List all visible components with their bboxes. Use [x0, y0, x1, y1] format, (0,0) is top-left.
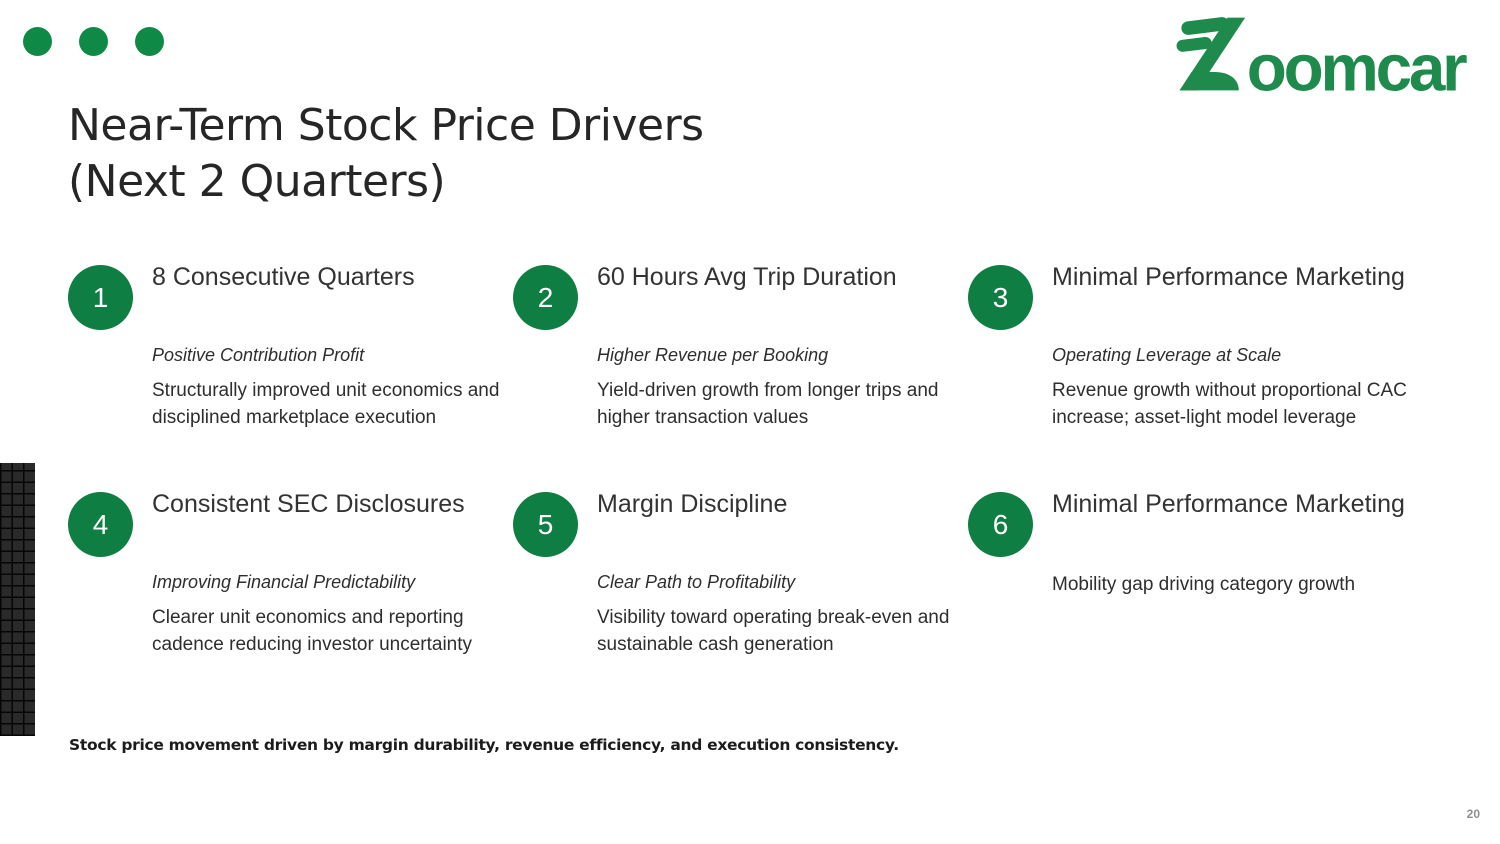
driver-details: Mobility gap driving category growth [1052, 571, 1463, 598]
driver-subtitle: Operating Leverage at Scale [1052, 345, 1282, 365]
driver-text: 60 Hours Avg Trip Duration Higher Revenu… [597, 262, 968, 431]
page-number: 20 [1466, 807, 1480, 821]
driver-number: 1 [92, 281, 109, 313]
driver-body: Structurally improved unit economics and… [152, 380, 500, 428]
logo-text: oomcar [1246, 31, 1466, 92]
driver-number-badge: 4 [68, 492, 133, 557]
driver-card: 5 Margin Discipline Clear Path to Profit… [513, 489, 968, 658]
driver-details: Improving Financial Predictability Clear… [152, 571, 513, 658]
green-dot-icon [135, 27, 164, 56]
driver-number-badge: 1 [68, 265, 133, 330]
page-title-line1: Near-Term Stock Price Drivers [68, 100, 704, 151]
driver-body: Revenue growth without proportional CAC … [1052, 380, 1407, 428]
driver-heading: Minimal Performance Marketing [1052, 490, 1405, 518]
driver-text: Margin Discipline Clear Path to Profitab… [597, 489, 968, 658]
driver-subtitle: Positive Contribution Profit [152, 345, 365, 365]
driver-subtitle: Improving Financial Predictability [152, 572, 416, 592]
driver-number-badge: 6 [968, 492, 1033, 557]
driver-details: Operating Leverage at Scale Revenue grow… [1052, 344, 1463, 431]
driver-number: 6 [992, 508, 1009, 540]
driver-number-badge: 5 [513, 492, 578, 557]
dark-grid-texture-strip [0, 463, 35, 736]
driver-number: 3 [992, 281, 1009, 313]
driver-number-badge: 3 [968, 265, 1033, 330]
driver-number: 5 [537, 508, 554, 540]
driver-heading: Consistent SEC Disclosures [152, 490, 465, 518]
driver-details: Clear Path to Profitability Visibility t… [597, 571, 968, 658]
driver-heading: Minimal Performance Marketing [1052, 263, 1405, 291]
page-title: Near-Term Stock Price Drivers (Next 2 Qu… [68, 98, 704, 210]
driver-card: 1 8 Consecutive Quarters Positive Contri… [68, 262, 513, 489]
driver-text: Minimal Performance Marketing Mobility g… [1052, 489, 1463, 598]
driver-text: Minimal Performance Marketing Operating … [1052, 262, 1463, 431]
driver-details: Positive Contribution Profit Structurall… [152, 344, 513, 431]
drivers-grid: 1 8 Consecutive Quarters Positive Contri… [68, 262, 1463, 658]
zoomcar-logo: oomcar [1170, 16, 1480, 92]
driver-body: Yield-driven growth from longer trips an… [597, 380, 939, 428]
driver-number-badge: 2 [513, 265, 578, 330]
driver-card: 3 Minimal Performance Marketing Operatin… [968, 262, 1463, 489]
green-dot-icon [23, 27, 52, 56]
driver-card: 4 Consistent SEC Disclosures Improving F… [68, 489, 513, 658]
green-dot-icon [79, 27, 108, 56]
driver-body: Mobility gap driving category growth [1052, 574, 1356, 595]
driver-body: Clearer unit economics and reporting cad… [152, 607, 473, 655]
driver-text: 8 Consecutive Quarters Positive Contribu… [152, 262, 513, 431]
driver-subtitle: Higher Revenue per Booking [597, 345, 829, 365]
driver-subtitle: Clear Path to Profitability [597, 572, 796, 592]
driver-number: 4 [92, 508, 109, 540]
driver-heading: Margin Discipline [597, 490, 788, 518]
corner-dots-decoration [23, 27, 164, 56]
page-title-line2: (Next 2 Quarters) [68, 156, 446, 207]
footer-takeaway: Stock price movement driven by margin du… [69, 736, 899, 754]
driver-card: 6 Minimal Performance Marketing Mobility… [968, 489, 1463, 658]
driver-number: 2 [537, 281, 554, 313]
driver-heading: 60 Hours Avg Trip Duration [597, 263, 897, 291]
driver-card: 2 60 Hours Avg Trip Duration Higher Reve… [513, 262, 968, 489]
driver-heading: 8 Consecutive Quarters [152, 263, 415, 291]
driver-text: Consistent SEC Disclosures Improving Fin… [152, 489, 513, 658]
driver-body: Visibility toward operating break-even a… [597, 607, 950, 655]
driver-details: Higher Revenue per Booking Yield-driven … [597, 344, 968, 431]
zoomcar-wordmark-icon: oomcar [1176, 17, 1470, 92]
